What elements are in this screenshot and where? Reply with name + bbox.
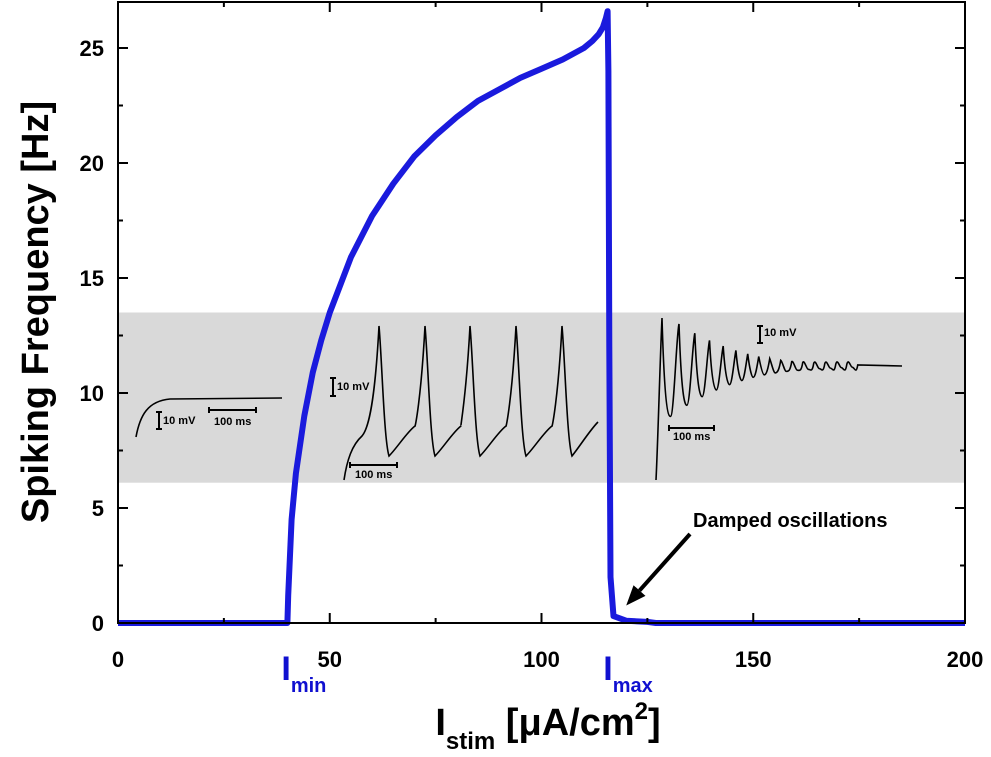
inset2-trace xyxy=(343,325,599,481)
inset2-ms-label: 100 ms xyxy=(355,469,392,481)
damped-oscillations-arrow xyxy=(638,532,692,592)
inset1-trace xyxy=(135,397,283,438)
inset3-trace xyxy=(655,317,903,481)
x-axis-title: Istim [μA/cm2] xyxy=(435,698,660,755)
x-tick-label: 100 xyxy=(523,647,560,672)
x-tick-label: 0 xyxy=(112,647,124,672)
inset3-mv-label: 10 mV xyxy=(764,327,797,339)
y-tick-label: 20 xyxy=(80,151,104,176)
y-tick-label: 10 xyxy=(80,381,104,406)
y-tick-label: 15 xyxy=(80,266,104,291)
inset1-mv-label: 10 mV xyxy=(163,415,196,427)
y-tick-label: 5 xyxy=(92,496,104,521)
inset3-ms-label: 100 ms xyxy=(673,431,710,443)
x-tick-label: 200 xyxy=(947,647,984,672)
inset2-mv-label: 10 mV xyxy=(337,381,370,393)
imax-marker: Imax xyxy=(603,650,652,697)
voltage-trace-insets xyxy=(135,317,903,481)
imin-marker: Imin xyxy=(281,650,326,697)
arrow-head xyxy=(626,585,646,606)
y-tick-label: 25 xyxy=(80,36,104,61)
inset1-ms-label: 100 ms xyxy=(214,416,251,428)
damped-oscillations-label: Damped oscillations xyxy=(693,510,888,532)
y-axis-title: Spiking Frequency [Hz] xyxy=(15,101,57,523)
x-tick-label: 50 xyxy=(318,647,342,672)
frequency-curve xyxy=(118,8,965,626)
axis-ticks: 0 50 100 150 200 0 5 10 15 20 25 xyxy=(80,2,984,672)
y-tick-label: 0 xyxy=(92,611,104,636)
x-tick-label: 150 xyxy=(735,647,772,672)
